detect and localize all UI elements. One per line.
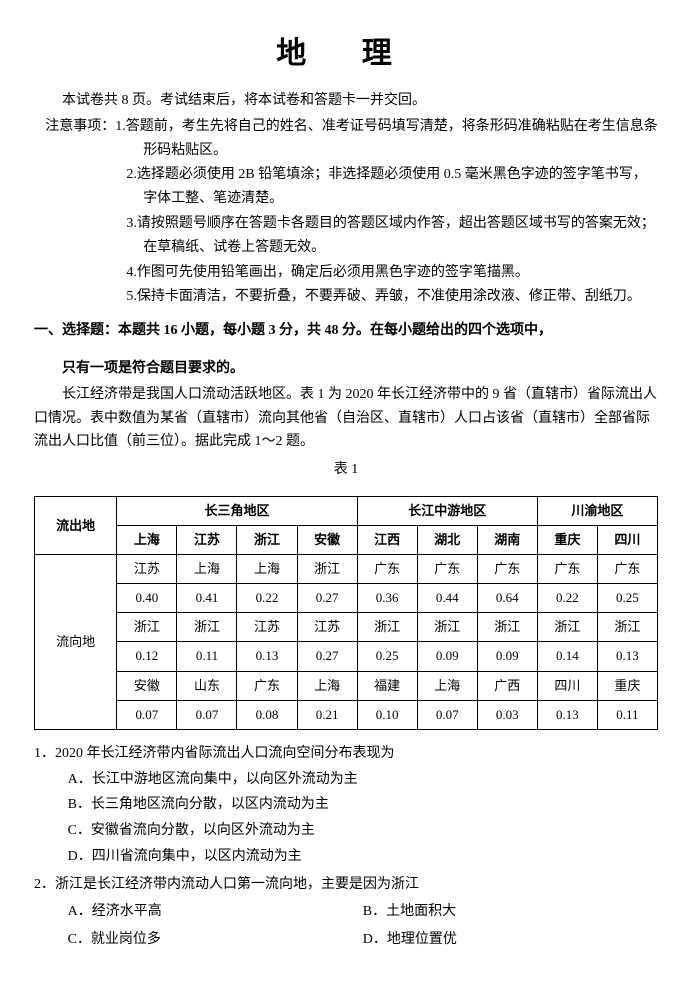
notice-4: 4.作图可先使用铅笔画出，确定后必须用黑色字迹的签字笔描黑。: [62, 261, 658, 285]
prov-zj: 浙江: [237, 526, 297, 555]
prov-hb: 湖北: [417, 526, 477, 555]
passage-1: 长江经济带是我国人口流动活跃地区。表 1 为 2020 年长江经济带中的 9 省…: [34, 383, 658, 454]
prov-ah: 安徽: [297, 526, 357, 555]
page-title: 地 理: [34, 28, 658, 79]
notice-2: 2.选择题必须使用 2B 铅笔填涂；非选择题必须使用 0.5 毫米黑色字迹的签字…: [62, 163, 658, 211]
notice-block: 注意事项：1.答题前，考生先将自己的姓名、准考证号码填写清楚，将条形码准确粘贴在…: [62, 115, 658, 309]
table-row: 0.07 0.07 0.08 0.21 0.10 0.07 0.03 0.13 …: [35, 700, 658, 729]
q1-opt-c: C．安徽省流向分散，以向区外流动为主: [68, 819, 658, 843]
q2-stem: 2．浙江是长江经济带内流动人口第一流向地，主要是因为浙江: [34, 873, 658, 897]
table-header-row-1: 流出地 长三角地区 长江中游地区 川渝地区: [35, 496, 658, 525]
group-cy: 川渝地区: [537, 496, 657, 525]
section1-heading: 一、选择题：本题共 16 小题，每小题 3 分，共 48 分。在每小题给出的四个…: [34, 319, 658, 343]
q2-opt-b: B．土地面积大: [363, 900, 658, 924]
section1-heading2: 只有一项是符合题目要求的。: [34, 357, 658, 381]
prov-cq: 重庆: [537, 526, 597, 555]
q1-opt-b: B．长三角地区流向分散，以区内流动为主: [68, 793, 658, 817]
prov-jx: 江西: [357, 526, 417, 555]
q1-opt-a: A．长江中游地区流向集中，以向区外流动为主: [68, 768, 658, 792]
origin-header: 流出地: [35, 496, 117, 554]
q1-options: A．长江中游地区流向集中，以向区外流动为主 B．长三角地区流向分散，以区内流动为…: [68, 768, 658, 869]
intro-line: 本试卷共 8 页。考试结束后，将本试卷和答题卡一并交回。: [34, 89, 658, 113]
table-row: 流向地 江苏 上海 上海 浙江 广东 广东 广东 广东 广东: [35, 555, 658, 584]
group-csj: 长三角地区: [117, 496, 357, 525]
prov-hn: 湖南: [477, 526, 537, 555]
migration-table: 流出地 长三角地区 长江中游地区 川渝地区 上海 江苏 浙江 安徽 江西 湖北 …: [34, 496, 658, 730]
table-header-row-2: 上海 江苏 浙江 安徽 江西 湖北 湖南 重庆 四川: [35, 526, 658, 555]
notice-3: 3.请按照题号顺序在答题卡各题目的答题区域内作答，超出答题区域书写的答案无效；在…: [62, 212, 658, 260]
q1-opt-d: D．四川省流向集中，以区内流动为主: [68, 845, 658, 869]
q1-stem: 1．2020 年长江经济带内省际流出人口流向空间分布表现为: [34, 742, 658, 766]
dest-header: 流向地: [35, 555, 117, 730]
table-row: 浙江 浙江 江苏 江苏 浙江 浙江 浙江 浙江 浙江: [35, 613, 658, 642]
q2-opt-c: C．就业岗位多: [68, 928, 363, 952]
prov-js: 江苏: [177, 526, 237, 555]
q2-options: A．经济水平高 B．土地面积大 C．就业岗位多 D．地理位置优: [68, 898, 658, 954]
q2-opt-a: A．经济水平高: [68, 900, 363, 924]
notice-1: 注意事项：1.答题前，考生先将自己的姓名、准考证号码填写清楚，将条形码准确粘贴在…: [62, 115, 658, 163]
table-row: 0.40 0.41 0.22 0.27 0.36 0.44 0.64 0.22 …: [35, 584, 658, 613]
notice-label: 注意事项：: [45, 119, 115, 134]
notice-5: 5.保持卡面清洁，不要折叠，不要弄破、弄皱，不准使用涂改液、修正带、刮纸刀。: [62, 285, 658, 309]
table-row: 0.12 0.11 0.13 0.27 0.25 0.09 0.09 0.14 …: [35, 642, 658, 671]
prov-sh: 上海: [117, 526, 177, 555]
group-mid: 长江中游地区: [357, 496, 537, 525]
q2-opt-d: D．地理位置优: [363, 928, 658, 952]
prov-sc: 四川: [597, 526, 657, 555]
table-row: 安徽 山东 广东 上海 福建 上海 广西 四川 重庆: [35, 671, 658, 700]
table-caption: 表 1: [34, 458, 658, 482]
